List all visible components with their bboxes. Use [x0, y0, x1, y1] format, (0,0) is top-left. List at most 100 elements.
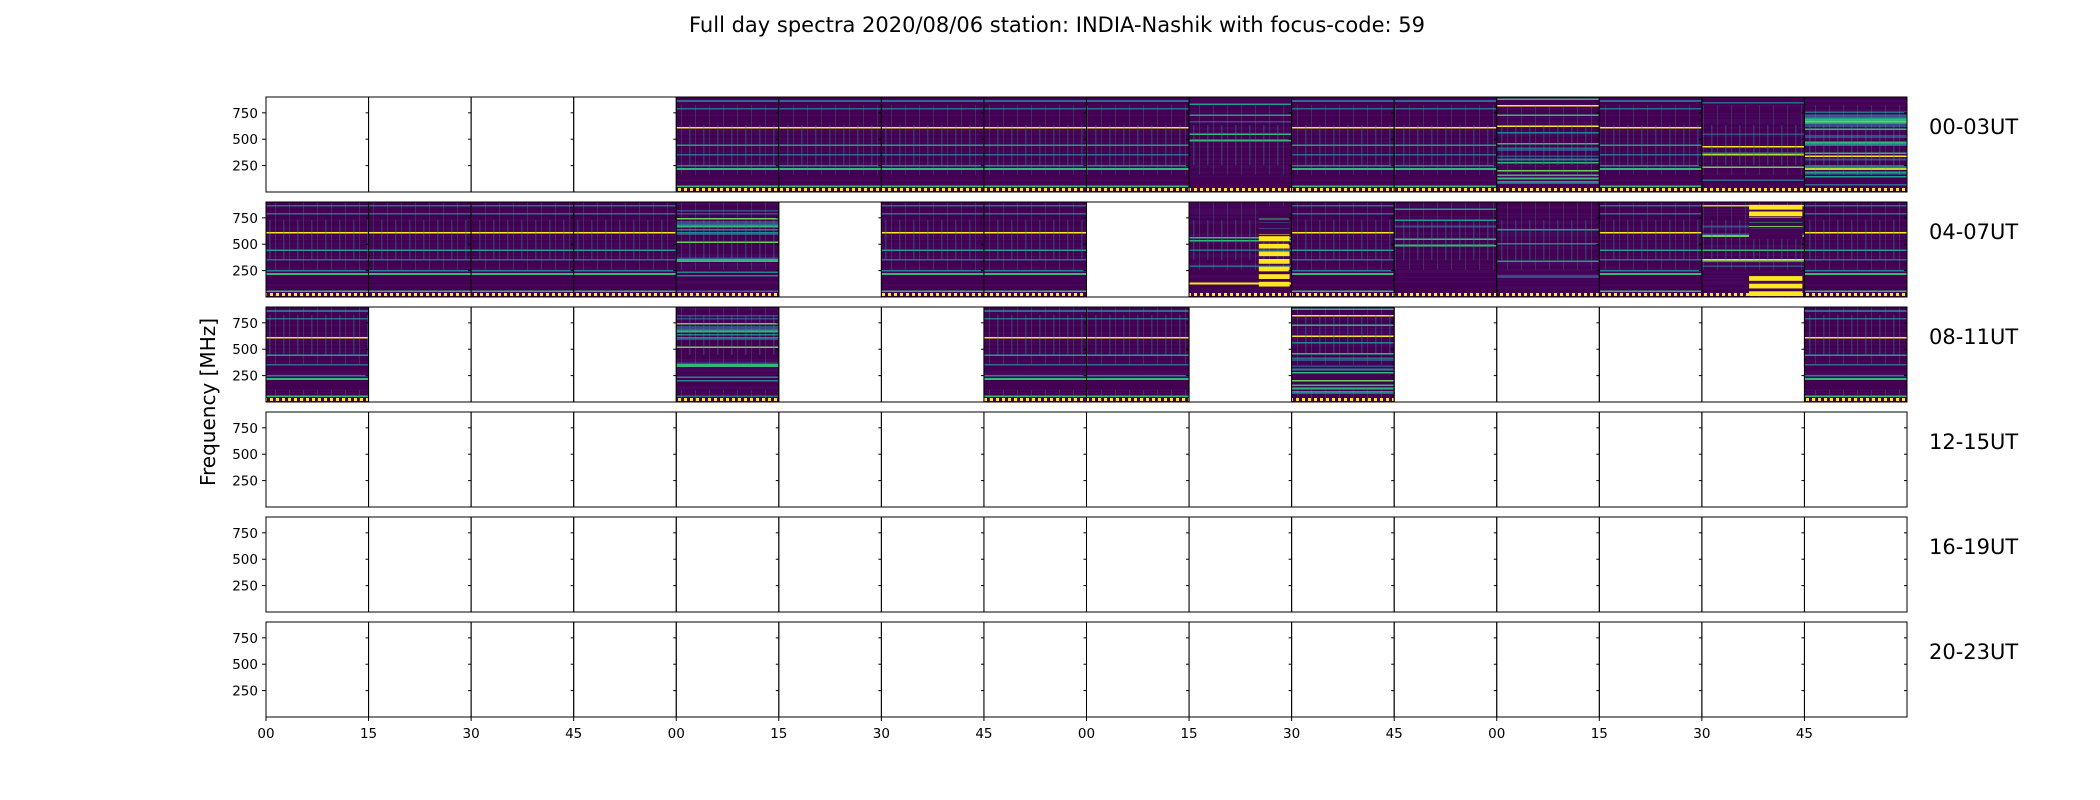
- panel-frame: [470, 306, 575, 403]
- y-tick-label: 500: [232, 342, 258, 358]
- spectrum-panel: [1701, 202, 1805, 297]
- panel-frame: [470, 96, 575, 193]
- y-tick-label: 750: [232, 631, 258, 647]
- panel-frame: [778, 201, 882, 298]
- panel-frame: [880, 411, 985, 508]
- panel-frame: [1598, 411, 1703, 508]
- row-time-label: 08-11UT: [1929, 325, 2018, 349]
- x-tick-label: 00: [1078, 726, 1095, 742]
- x-tick-label: 00: [257, 726, 274, 742]
- panel-frame: [1496, 306, 1600, 403]
- panel-frame: [265, 411, 370, 508]
- spectrum-panel: [676, 97, 779, 192]
- panel-frame: [1701, 306, 1805, 403]
- panel-frame: [470, 411, 575, 508]
- panel-frame: [1701, 411, 1805, 508]
- panel-frame: [368, 411, 472, 508]
- panel-frame: [1701, 621, 1805, 718]
- x-tick-label: 30: [1693, 726, 1710, 742]
- panel-frame: [1188, 516, 1293, 613]
- row-time-label: 16-19UT: [1929, 535, 2018, 559]
- panel-frame: [1701, 516, 1805, 613]
- y-tick-label: 750: [232, 106, 258, 122]
- spectrum-panel: [573, 202, 677, 297]
- panel-frame: [778, 306, 882, 403]
- x-tick-label: 45: [975, 726, 992, 742]
- spectrum-panel: [1804, 202, 1907, 297]
- panel-frame: [265, 621, 370, 718]
- spectrum-panel: [1599, 97, 1702, 192]
- spectrum-panel: [1804, 307, 1907, 402]
- spectrum-panel: [1701, 97, 1805, 192]
- panel-frame: [1803, 411, 1908, 508]
- spectrum-panel: [1804, 97, 1907, 192]
- spectrum-panel: [471, 202, 574, 297]
- panel-frame: [1803, 516, 1908, 613]
- y-tick-label: 500: [232, 447, 258, 463]
- x-tick-label: 15: [770, 726, 787, 742]
- spectrum-panel: [1086, 307, 1190, 402]
- y-tick-label: 250: [232, 474, 258, 490]
- panel-frame: [265, 516, 370, 613]
- panel-frame: [573, 306, 677, 403]
- panel-frame: [983, 411, 1087, 508]
- row-time-label: 00-03UT: [1929, 115, 2018, 139]
- x-tick-label: 30: [1283, 726, 1300, 742]
- panel-frame: [1393, 621, 1498, 718]
- panel-frame: [1598, 516, 1703, 613]
- y-axis-label: Frequency [MHz]: [196, 318, 220, 486]
- panel-frame: [368, 516, 472, 613]
- spectrum-panel: [1599, 202, 1702, 297]
- x-tick-label: 15: [360, 726, 377, 742]
- chart-title: Full day spectra 2020/08/06 station: IND…: [689, 13, 1425, 37]
- panel-frame: [1598, 621, 1703, 718]
- spectrum-panel: [1086, 97, 1190, 192]
- panel-grid: 750 500 250 00-03UT 750 500 250 04-07UT 750 500 25…: [232, 96, 2018, 742]
- x-tick-label: 00: [668, 726, 685, 742]
- panel-frame: [675, 516, 780, 613]
- y-tick-label: 500: [232, 132, 258, 148]
- panel-frame: [470, 621, 575, 718]
- panel-frame: [778, 621, 882, 718]
- y-tick-label: 250: [232, 369, 258, 385]
- panel-frame: [1393, 411, 1498, 508]
- y-tick-label: 750: [232, 211, 258, 227]
- panel-frame: [675, 621, 780, 718]
- x-tick-label: 30: [463, 726, 480, 742]
- panel-frame: [368, 96, 472, 193]
- panel-frame: [1291, 621, 1395, 718]
- panel-frame: [675, 411, 780, 508]
- panel-frame: [1598, 306, 1703, 403]
- panel-frame: [573, 621, 677, 718]
- panel-frame: [1188, 621, 1293, 718]
- spectrum-panel: [881, 97, 984, 192]
- panel-frame: [1803, 306, 1908, 403]
- spectrum-panel: [266, 307, 369, 402]
- spectrum-panel: [1189, 202, 1292, 297]
- spectrum-panel: [1291, 202, 1395, 297]
- panel-frame: [1496, 516, 1600, 613]
- panel-frame: [1803, 201, 1908, 298]
- panel-frame: [880, 516, 985, 613]
- panel-frame: [1291, 411, 1395, 508]
- spectrum-panel: [1394, 202, 1497, 297]
- panel-frame: [778, 411, 882, 508]
- panel-frame: [1803, 621, 1908, 718]
- x-tick-label: 45: [1796, 726, 1813, 742]
- panel-frame: [1086, 411, 1190, 508]
- panel-row: 750 500 250 16-19UT: [232, 516, 2018, 613]
- y-tick-label: 750: [232, 421, 258, 437]
- y-tick-label: 250: [232, 264, 258, 280]
- panel-frame: [1086, 621, 1190, 718]
- panel-row: 750 500 250 12-15UT: [232, 411, 2018, 508]
- x-tick-label: 45: [1386, 726, 1403, 742]
- spectrum-panel: [1496, 97, 1600, 192]
- x-tick-label: 15: [1180, 726, 1197, 742]
- panel-frame: [1803, 96, 1908, 193]
- panel-frame: [573, 411, 677, 508]
- panel-frame: [1188, 306, 1293, 403]
- spectrum-panel: [1496, 202, 1600, 297]
- x-tick-label: 45: [565, 726, 582, 742]
- panel-frame: [1291, 516, 1395, 613]
- x-tick-label: 15: [1591, 726, 1608, 742]
